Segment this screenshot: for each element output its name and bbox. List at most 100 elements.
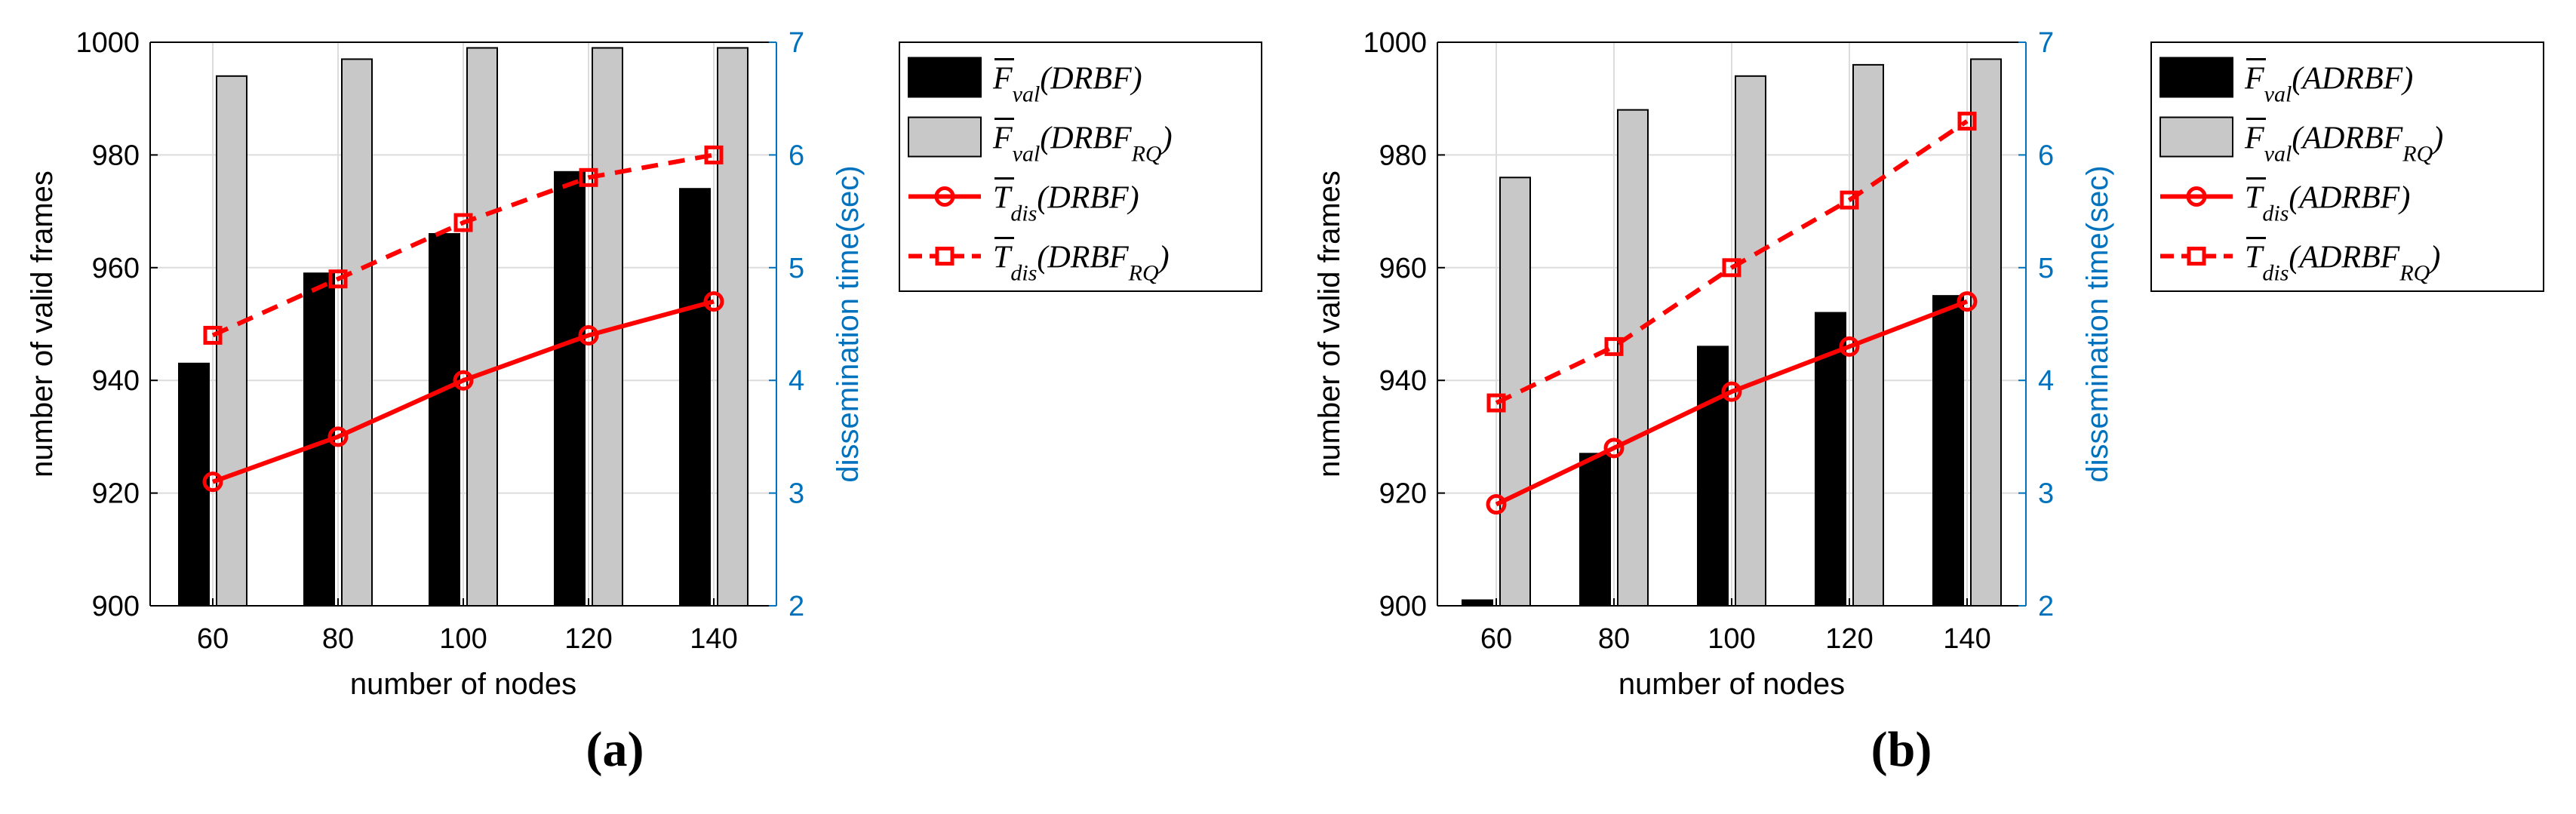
series-line-solid <box>211 299 715 484</box>
y-tick-label-right: 5 <box>788 253 804 284</box>
y-tick-label-left: 1000 <box>1363 27 1427 59</box>
bar-2-140 <box>1970 58 2002 607</box>
x-tick-label: 80 <box>1598 623 1630 655</box>
legend-swatch-bar <box>908 116 982 158</box>
x-tick-label: 60 <box>197 623 229 655</box>
y-tick-label-left: 980 <box>92 140 140 171</box>
x-tick-label: 100 <box>1708 623 1755 655</box>
line-point-circle <box>703 291 724 312</box>
x-tick-label: 60 <box>1480 623 1512 655</box>
x-axis-title: number of nodes <box>350 668 576 701</box>
legend-label: Tdis(ADRBF) <box>2245 181 2410 226</box>
bar-2-100 <box>1735 75 1766 607</box>
y-axis-title-left: number of valid frames <box>26 170 59 478</box>
bar-1-140 <box>1932 295 1964 607</box>
y-tick-label-left: 900 <box>1379 591 1427 622</box>
y-tick-label-right: 4 <box>2038 365 2054 397</box>
x-tick-label: 100 <box>439 623 487 655</box>
chart-panel-2: 900 920 940 960 980 1000 2 3 4 5 6 7 60 80 100 120 140 nu… <box>1313 27 2544 777</box>
bar-1-120 <box>554 170 586 607</box>
legend-swatch-bar <box>2159 116 2233 158</box>
legend-label: Fval(DRBF) <box>992 62 1142 107</box>
line-point-square <box>1957 112 1977 131</box>
x-tick-label: 120 <box>564 623 612 655</box>
x-tick-label: 140 <box>1943 623 1990 655</box>
y-tick-label-left: 960 <box>1379 253 1427 284</box>
line-point-square <box>328 269 348 289</box>
legend-label: Tdis(DRBFRQ) <box>993 241 1170 286</box>
line-point-circle <box>1957 291 1978 312</box>
legend-marker-circle <box>2186 186 2207 207</box>
line-point-square <box>704 145 724 164</box>
bar-1-80 <box>1579 453 1611 607</box>
legend-label: Fval(DRBFRQ) <box>992 121 1173 167</box>
bar-2-140 <box>717 47 749 607</box>
legend-swatch-bar <box>908 57 982 98</box>
legend-label: Fval(ADRBFRQ) <box>2244 121 2443 167</box>
y-tick-label-left: 920 <box>92 478 140 510</box>
legend-marker-square <box>2187 247 2206 266</box>
y-tick-label-right: 2 <box>788 591 804 622</box>
legend-label: Fval(ADRBF) <box>2244 62 2413 107</box>
bar-1-100 <box>429 232 460 607</box>
series-line-solid <box>1495 299 1969 507</box>
x-tick-label: 80 <box>322 623 354 655</box>
y-tick-label-left: 960 <box>92 253 140 284</box>
y-tick-label-right: 3 <box>788 478 804 510</box>
y-axis-title-left: number of valid frames <box>1313 170 1346 478</box>
line-point-square <box>579 167 598 187</box>
line-point-square <box>1486 393 1506 413</box>
y-tick-label-right: 7 <box>2038 27 2054 59</box>
bar-1-140 <box>679 188 711 607</box>
line-point-circle <box>1721 381 1742 402</box>
y-tick-label-right: 6 <box>788 140 804 171</box>
y-axis-title-right: dissemination time(sec) <box>832 165 865 482</box>
bar-2-80 <box>1617 109 1649 607</box>
x-axis-title: number of nodes <box>1618 668 1845 701</box>
legend: Fval(ADRBF) Fval(ADRBFRQ) Tdis(ADRBF) Tdis(… <box>2150 41 2544 292</box>
bar-1-60 <box>1462 599 1493 607</box>
bar-2-100 <box>466 47 498 607</box>
y-tick-label-right: 6 <box>2038 140 2054 171</box>
legend: Fval(DRBF) Fval(DRBFRQ) Tdis(DRBF) Tdis(DRB… <box>899 41 1262 292</box>
y-tick-label-left: 940 <box>1379 365 1427 397</box>
legend-marker-circle <box>934 186 955 207</box>
line-point-circle <box>202 472 223 493</box>
line-point-square <box>203 325 223 345</box>
y-tick-label-left: 900 <box>92 591 140 622</box>
y-tick-label-right: 2 <box>2038 591 2054 622</box>
legend-box <box>2150 41 2544 292</box>
series-line-dashed <box>1495 119 1969 405</box>
series-line-dashed <box>211 152 715 338</box>
bar-2-80 <box>341 58 373 607</box>
line-point-circle <box>453 370 474 391</box>
chart-panel-1: 900 920 940 960 980 1000 2 3 4 5 6 7 60 80 100 120 140 nu… <box>26 27 1262 777</box>
legend-label: Tdis(ADRBFRQ) <box>2245 241 2440 286</box>
y-tick-label-left: 1000 <box>75 27 140 59</box>
panel-label: (b) <box>1871 722 1932 777</box>
legend-marker-square <box>935 247 954 266</box>
y-tick-label-right: 3 <box>2038 478 2054 510</box>
line-point-circle <box>578 324 599 346</box>
legend-label: Tdis(DRBF) <box>993 181 1139 226</box>
y-tick-label-left: 940 <box>92 365 140 397</box>
y-tick-label-right: 5 <box>2038 253 2054 284</box>
y-axis-title-right: dissemination time(sec) <box>2081 165 2114 482</box>
bar-2-60 <box>1499 177 1531 607</box>
line-point-circle <box>327 426 349 447</box>
line-point-square <box>1722 258 1741 278</box>
y-tick-label-right: 4 <box>788 365 804 397</box>
line-point-circle <box>1486 494 1507 515</box>
line-point-square <box>1840 190 1859 210</box>
panel-label: (a) <box>586 722 644 777</box>
line-point-square <box>453 213 473 232</box>
x-tick-label: 120 <box>1825 623 1873 655</box>
line-point-circle <box>1839 336 1860 357</box>
line-point-circle <box>1603 438 1625 459</box>
y-tick-label-right: 7 <box>788 27 804 59</box>
line-point-square <box>1604 336 1624 356</box>
legend-swatch-bar <box>2159 57 2233 98</box>
bar-1-100 <box>1697 346 1729 607</box>
y-tick-label-left: 920 <box>1379 478 1427 510</box>
